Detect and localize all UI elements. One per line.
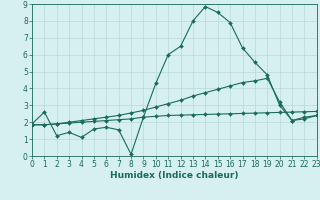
X-axis label: Humidex (Indice chaleur): Humidex (Indice chaleur) [110,171,239,180]
